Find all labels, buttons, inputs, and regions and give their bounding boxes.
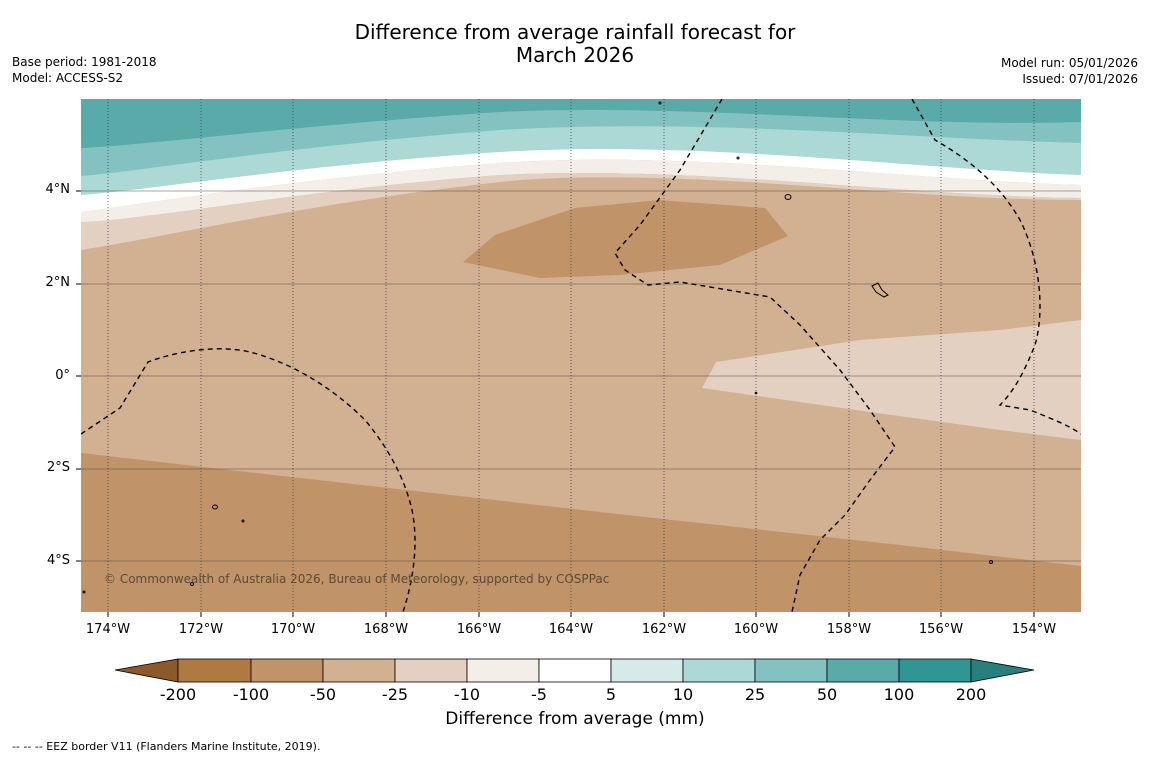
- band-50-100: [81, 99, 1081, 148]
- model-run: Model run: 05/01/2026: [1000, 56, 1138, 70]
- eez-border-central: [614, 99, 896, 612]
- colorbar-under-arrow: [114, 658, 179, 683]
- island-h: [754, 391, 758, 395]
- island-f: [736, 156, 740, 160]
- colorbar-tick: 5: [605, 685, 617, 704]
- colorbar-tick: 200: [955, 685, 987, 704]
- lat-label-4n: 4°N: [45, 182, 71, 197]
- colorbar: [114, 658, 1035, 683]
- colorbar-tick: -50: [309, 685, 337, 704]
- lat-label-0: 0°: [55, 368, 70, 383]
- island-b: [212, 504, 218, 510]
- eez-border-west: [81, 348, 416, 612]
- band-neutral: [81, 149, 1081, 212]
- lon-label: 166°W: [456, 622, 502, 637]
- colorbar-segment: [177, 658, 252, 683]
- lat-label-4s: 4°S: [46, 553, 70, 568]
- base-period: Base period: 1981-2018: [12, 55, 157, 69]
- colorbar-segment: [682, 658, 756, 683]
- map-title-line1: Difference from average rainfall forecas…: [354, 20, 796, 44]
- colorbar-segment: [826, 658, 900, 683]
- eez-footnote: -- -- -- EEZ border V11 (Flanders Marine…: [12, 740, 321, 753]
- lon-label: 174°W: [85, 622, 131, 637]
- model-name: Model: ACCESS-S2: [12, 71, 124, 85]
- colorbar-tick: -200: [159, 685, 197, 704]
- colorbar-segment: [610, 658, 684, 683]
- band-minus25: [81, 173, 1081, 250]
- lon-label: 160°W: [733, 622, 779, 637]
- colorbar-tick: 25: [744, 685, 766, 704]
- axis-ticks: [76, 190, 1035, 617]
- eez-borders: [81, 99, 1081, 612]
- meta-right: Model run: 05/01/2026 Issued: 07/01/2026: [1001, 55, 1138, 87]
- lon-label: 158°W: [826, 622, 872, 637]
- rainfall-anomaly-field: [81, 99, 1081, 612]
- lon-label: 164°W: [548, 622, 594, 637]
- island-c: [241, 519, 245, 523]
- colorbar-tick: -25: [381, 685, 409, 704]
- colorbar-title: Difference from average (mm): [445, 709, 705, 729]
- copyright-notice: © Commonwealth of Australia 2026, Bureau…: [104, 572, 610, 586]
- lon-label: 154°W: [1011, 622, 1057, 637]
- colorbar-segment: [466, 658, 540, 683]
- colorbar-tick: -10: [453, 685, 481, 704]
- colorbar-segment: [394, 658, 468, 683]
- lon-label: 168°W: [363, 622, 409, 637]
- light-tongue-east: [702, 320, 1081, 440]
- colorbar-tick: -100: [232, 685, 270, 704]
- island-g: [658, 101, 662, 105]
- colorbar-segment: [538, 658, 612, 683]
- colorbar-tick: 100: [883, 685, 915, 704]
- islands: [82, 101, 993, 594]
- island-d: [190, 582, 194, 586]
- issued-date: Issued: 07/01/2026: [1022, 72, 1138, 86]
- colorbar-tick: -5: [531, 685, 547, 704]
- island-e: [989, 560, 993, 564]
- band-minus10: [81, 159, 1081, 222]
- lon-label: 162°W: [641, 622, 687, 637]
- gridlines: [81, 190, 1081, 562]
- island-kiritimati: [871, 282, 889, 298]
- map-title-line2: March 2026: [515, 43, 635, 67]
- lat-label-2s: 2°S: [46, 460, 70, 475]
- eez-border-east: [911, 99, 1081, 435]
- lon-label: 170°W: [270, 622, 316, 637]
- lon-label: 156°W: [918, 622, 964, 637]
- dry-blob-north: [463, 200, 788, 278]
- colorbar-segment: [754, 658, 828, 683]
- colorbar-over-arrow: [970, 658, 1035, 683]
- colorbar-tick: 10: [672, 685, 694, 704]
- island-a: [784, 194, 792, 200]
- colorbar-tick: 50: [816, 685, 838, 704]
- colorbar-segment: [250, 658, 324, 683]
- island-i: [82, 590, 86, 594]
- lon-label: 172°W: [178, 622, 224, 637]
- meta-left: Base period: 1981-2018 Model: ACCESS-S2: [12, 54, 157, 86]
- colorbar-segment: [322, 658, 396, 683]
- colorbar-segment: [898, 658, 972, 683]
- lat-label-2n: 2°N: [45, 275, 71, 290]
- dry-band-south: [81, 453, 1081, 612]
